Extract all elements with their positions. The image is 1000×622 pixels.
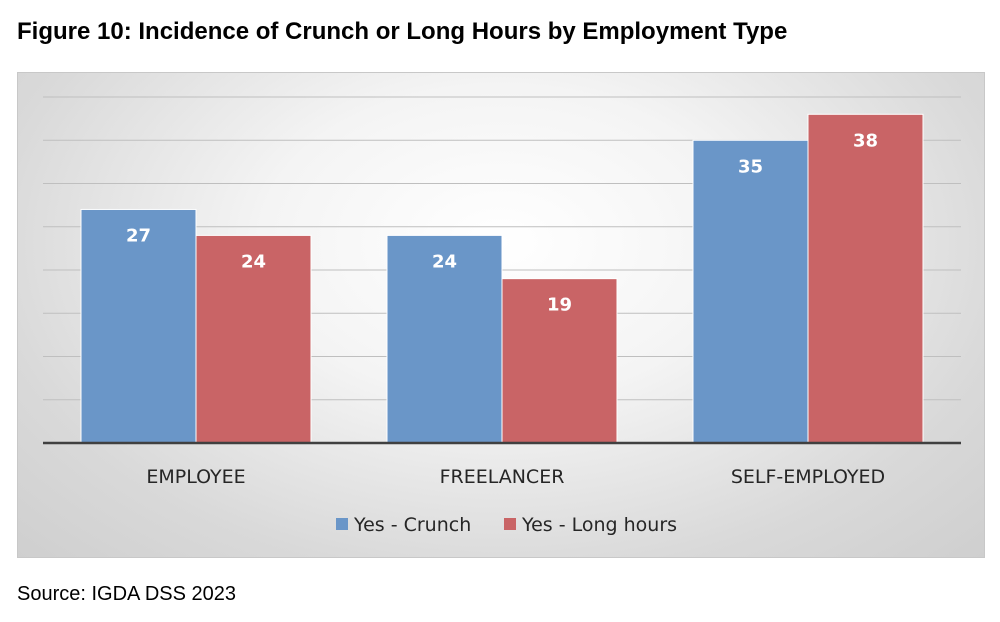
bar-employee-0 [80,208,197,444]
legend: Yes - Crunch Yes - Long hours [336,514,677,536]
bars [80,113,924,444]
x-tick-labels: EMPLOYEE FREELANCER SELF-EMPLOYED [146,466,885,488]
legend-label: Yes - Crunch [353,514,471,536]
bar-chart: 27 24 24 19 35 38 EMPLOYEE FREELANCER SELF-EMPL… [43,96,961,536]
data-label: 35 [738,156,763,177]
x-tick-label: EMPLOYEE [146,466,245,488]
source-note: Source: IGDA DSS 2023 [17,583,237,605]
bar-self-employed-0 [692,139,809,444]
bar-freelancer-0 [386,234,503,444]
data-label: 24 [432,251,457,272]
x-tick-label: FREELANCER [440,466,565,488]
bar-freelancer-1 [501,278,618,444]
data-label: 19 [547,295,572,316]
legend-label: Yes - Long hours [521,514,677,536]
legend-swatch [336,518,348,530]
data-labels: 27 24 24 19 35 38 [126,130,878,315]
legend-swatch [504,518,516,530]
data-label: 24 [241,251,266,272]
chart-area: 27 24 24 19 35 38 EMPLOYEE FREELANCER SELF-EMPL… [17,72,985,558]
x-tick-label: SELF-EMPLOYED [731,466,885,488]
data-label: 38 [853,130,878,151]
bar-self-employed-1 [807,113,924,444]
figure-title: Figure 10: Incidence of Crunch or Long H… [17,18,788,45]
bar-employee-1 [195,234,312,444]
data-label: 27 [126,225,151,246]
